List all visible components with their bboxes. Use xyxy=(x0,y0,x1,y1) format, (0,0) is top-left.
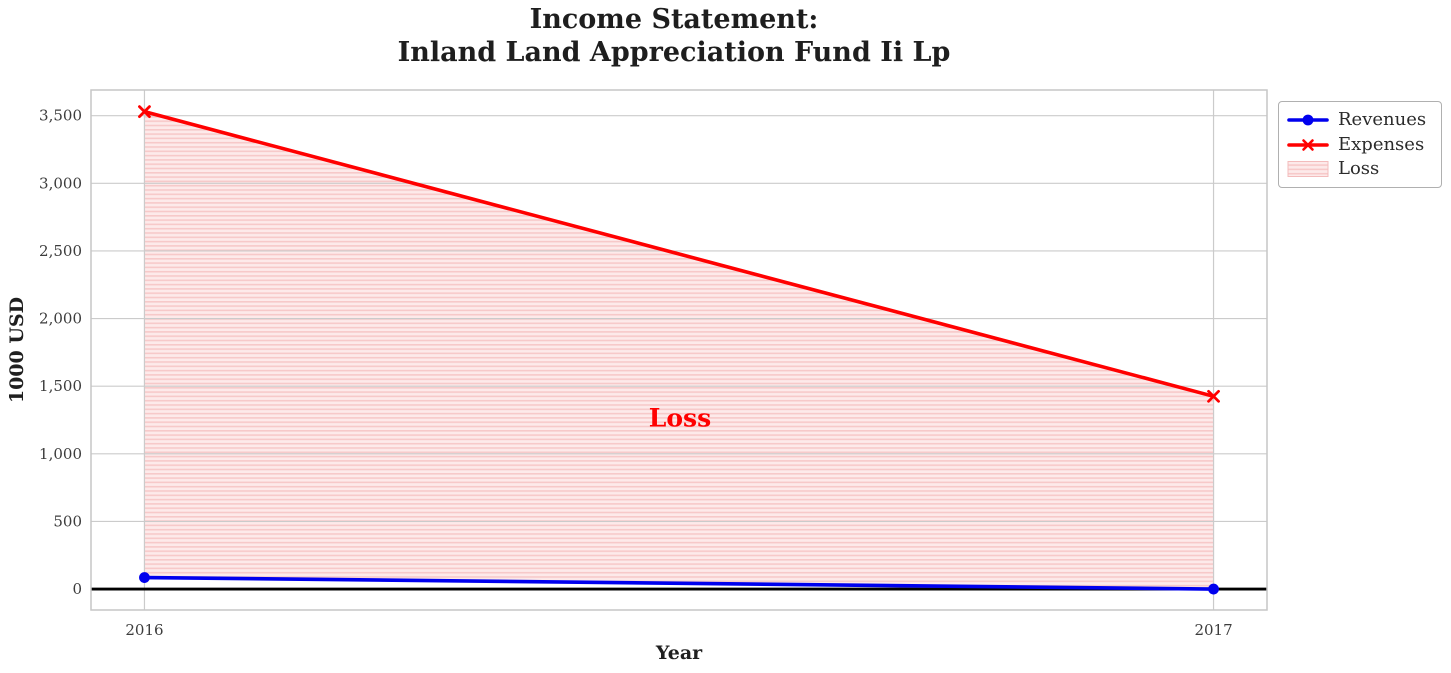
svg-text:2016: 2016 xyxy=(125,621,163,639)
expenses-marker xyxy=(138,105,151,119)
revenues-marker xyxy=(1208,583,1219,595)
revenues-marker xyxy=(139,572,150,583)
legend-item-revenues: Revenues xyxy=(1287,108,1433,130)
loss-hatch-patch-icon xyxy=(1287,160,1329,178)
revenues-line-circle-icon xyxy=(1287,111,1329,129)
expenses-line xyxy=(142,109,1216,399)
expenses-marker xyxy=(1207,389,1220,403)
svg-text:3,500: 3,500 xyxy=(39,107,82,125)
svg-text:0: 0 xyxy=(72,580,82,598)
svg-text:2,000: 2,000 xyxy=(39,310,82,328)
legend: Revenues Expenses Loss xyxy=(1278,101,1442,188)
svg-text:500: 500 xyxy=(53,512,82,530)
loss-annotation: Loss xyxy=(648,403,712,433)
legend-label-loss: Loss xyxy=(1338,158,1380,180)
svg-text:3,000: 3,000 xyxy=(39,174,82,192)
svg-text:2017: 2017 xyxy=(1194,621,1232,639)
svg-text:1,500: 1,500 xyxy=(39,377,82,395)
svg-text:2,500: 2,500 xyxy=(39,242,82,260)
plot-border xyxy=(90,89,1268,611)
legend-item-loss: Loss xyxy=(1287,160,1433,178)
x-tick-labels: 2016 2017 xyxy=(125,621,1232,639)
x-axis-label: Year xyxy=(655,642,703,664)
legend-item-expenses: Expenses xyxy=(1287,133,1433,155)
legend-label-revenues: Revenues xyxy=(1338,108,1427,130)
expenses-line-x-icon xyxy=(1287,136,1329,154)
chart-title: Income Statement: Inland Land Appreciati… xyxy=(397,4,951,68)
legend-label-expenses: Expenses xyxy=(1338,133,1425,155)
gridlines xyxy=(91,90,1267,610)
y-tick-labels: 0 500 1,000 1,500 2,000 2,500 3,000 3,500 xyxy=(39,107,82,598)
revenues-line xyxy=(142,575,1216,591)
svg-text:1,000: 1,000 xyxy=(39,445,82,463)
y-axis-label: 1000 USD xyxy=(6,296,28,404)
